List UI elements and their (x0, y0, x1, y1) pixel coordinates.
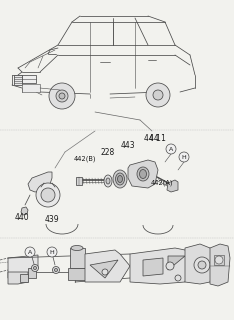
Ellipse shape (106, 178, 110, 184)
Polygon shape (185, 244, 215, 284)
Bar (22, 84, 40, 92)
Circle shape (47, 247, 57, 257)
Polygon shape (76, 177, 82, 185)
Text: 440: 440 (15, 213, 29, 222)
Text: 439: 439 (45, 214, 59, 223)
Text: H: H (50, 250, 54, 254)
Circle shape (59, 93, 65, 99)
Polygon shape (128, 160, 158, 188)
Polygon shape (168, 256, 185, 270)
Circle shape (52, 267, 59, 274)
Text: A: A (28, 250, 32, 254)
Circle shape (102, 269, 108, 275)
Polygon shape (21, 207, 28, 215)
Circle shape (179, 152, 189, 162)
Ellipse shape (104, 175, 112, 187)
Bar (20, 274, 28, 282)
Ellipse shape (113, 170, 127, 188)
Circle shape (36, 183, 60, 207)
Circle shape (198, 261, 206, 269)
Bar (70, 248, 85, 268)
Bar (28, 268, 36, 278)
Circle shape (55, 268, 58, 271)
Circle shape (166, 262, 174, 270)
Circle shape (41, 188, 55, 202)
Bar (214, 255, 224, 265)
Circle shape (33, 267, 37, 269)
Ellipse shape (117, 175, 123, 182)
Circle shape (194, 257, 210, 273)
Polygon shape (28, 172, 52, 192)
Text: 442(A): 442(A) (151, 180, 173, 186)
Bar (14, 75, 22, 85)
Circle shape (215, 256, 223, 264)
Polygon shape (130, 248, 190, 284)
Circle shape (32, 265, 39, 271)
Circle shape (153, 90, 163, 100)
Bar (22, 75, 36, 83)
Polygon shape (167, 180, 178, 192)
Circle shape (175, 275, 181, 281)
Polygon shape (143, 258, 163, 276)
Text: 228: 228 (101, 148, 115, 156)
Circle shape (146, 83, 170, 107)
Ellipse shape (116, 173, 124, 185)
Text: H: H (182, 155, 186, 159)
Text: 442(B): 442(B) (74, 156, 96, 162)
Bar (68, 268, 87, 280)
Circle shape (166, 144, 176, 154)
Text: 44 1: 44 1 (149, 133, 165, 142)
Text: 44 1: 44 1 (144, 133, 161, 142)
Polygon shape (210, 244, 230, 286)
Ellipse shape (137, 167, 149, 181)
Circle shape (25, 247, 35, 257)
Circle shape (49, 83, 75, 109)
Polygon shape (8, 255, 38, 278)
Ellipse shape (139, 170, 146, 179)
Polygon shape (85, 250, 130, 282)
Ellipse shape (71, 245, 83, 251)
Polygon shape (8, 272, 28, 284)
Polygon shape (90, 260, 118, 278)
Text: 443: 443 (121, 140, 135, 149)
Text: A: A (169, 147, 173, 151)
Circle shape (56, 90, 68, 102)
